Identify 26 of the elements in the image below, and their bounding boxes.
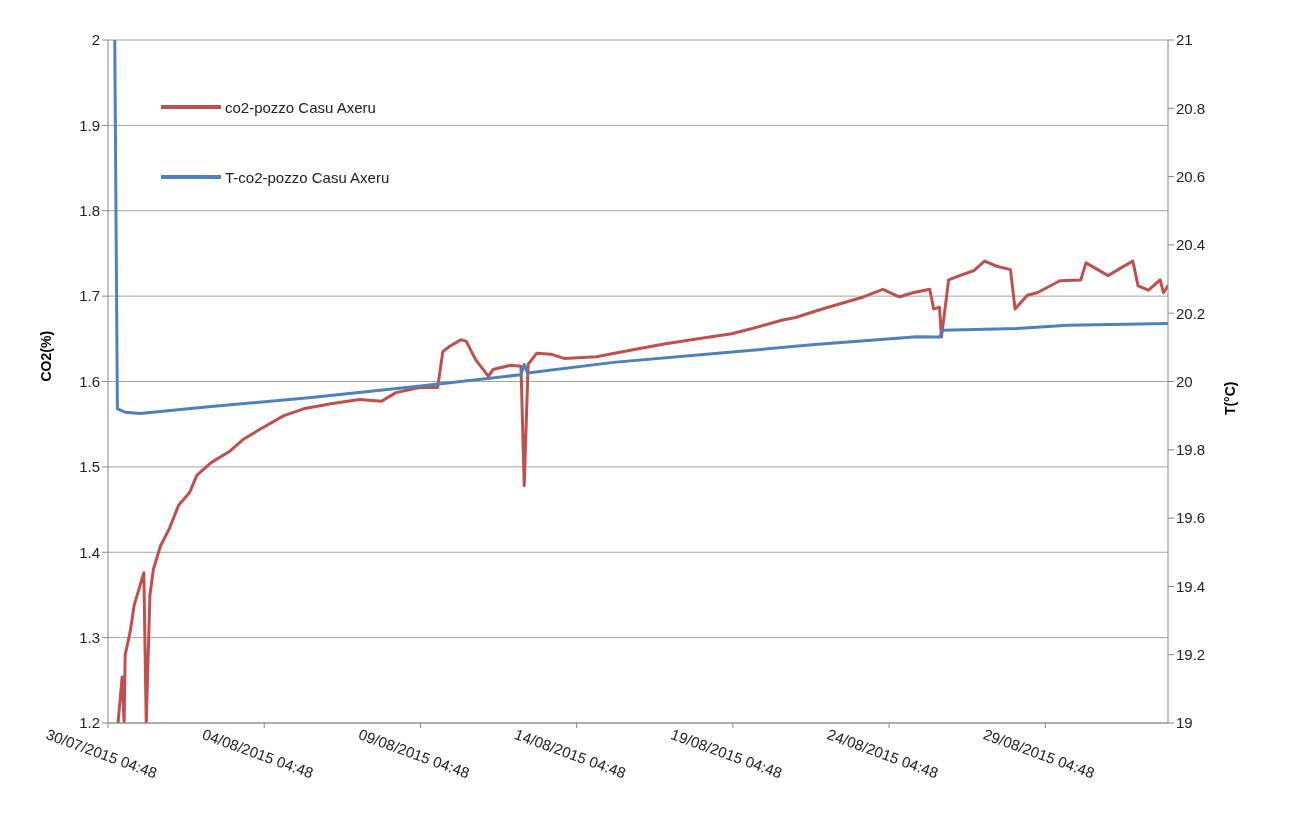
legend-label: co2-pozzo Casu Axeru (225, 98, 376, 116)
y2-tick-label: 20.8 (1176, 99, 1206, 117)
y-tick-label: 1.3 (79, 628, 100, 646)
y2-axis-title: T(°C) (1221, 381, 1238, 416)
y-tick-label: 1.5 (79, 458, 100, 476)
y2-tick-label: 19.2 (1176, 646, 1206, 664)
line-series (116, 259, 1168, 723)
y2-tick-label: 20 (1176, 372, 1193, 390)
y-tick-label: 2 (91, 31, 100, 49)
y2-tick-label: 20.4 (1176, 236, 1206, 254)
y-tick-label: 1.7 (79, 287, 100, 305)
y-tick-label: 1.4 (79, 543, 100, 561)
y2-tick-label: 21 (1176, 31, 1193, 49)
y2-tick-label: 19.8 (1176, 441, 1206, 459)
y-axis-title: CO2(%) (37, 330, 54, 382)
line-series (113, 40, 1168, 416)
y-tick-label: 1.6 (79, 372, 100, 390)
y-tick-label: 1.2 (79, 714, 100, 732)
y2-tick-label: 20.2 (1176, 304, 1206, 322)
y-tick-label: 1.8 (79, 202, 100, 220)
y2-tick-label: 20.6 (1176, 167, 1206, 185)
y-tick-label: 1.9 (79, 116, 100, 134)
legend-label: T-co2-pozzo Casu Axeru (225, 168, 390, 186)
y2-tick-label: 19 (1176, 714, 1193, 732)
y2-tick-label: 19.4 (1176, 577, 1206, 595)
y2-tick-label: 19.6 (1176, 509, 1206, 527)
